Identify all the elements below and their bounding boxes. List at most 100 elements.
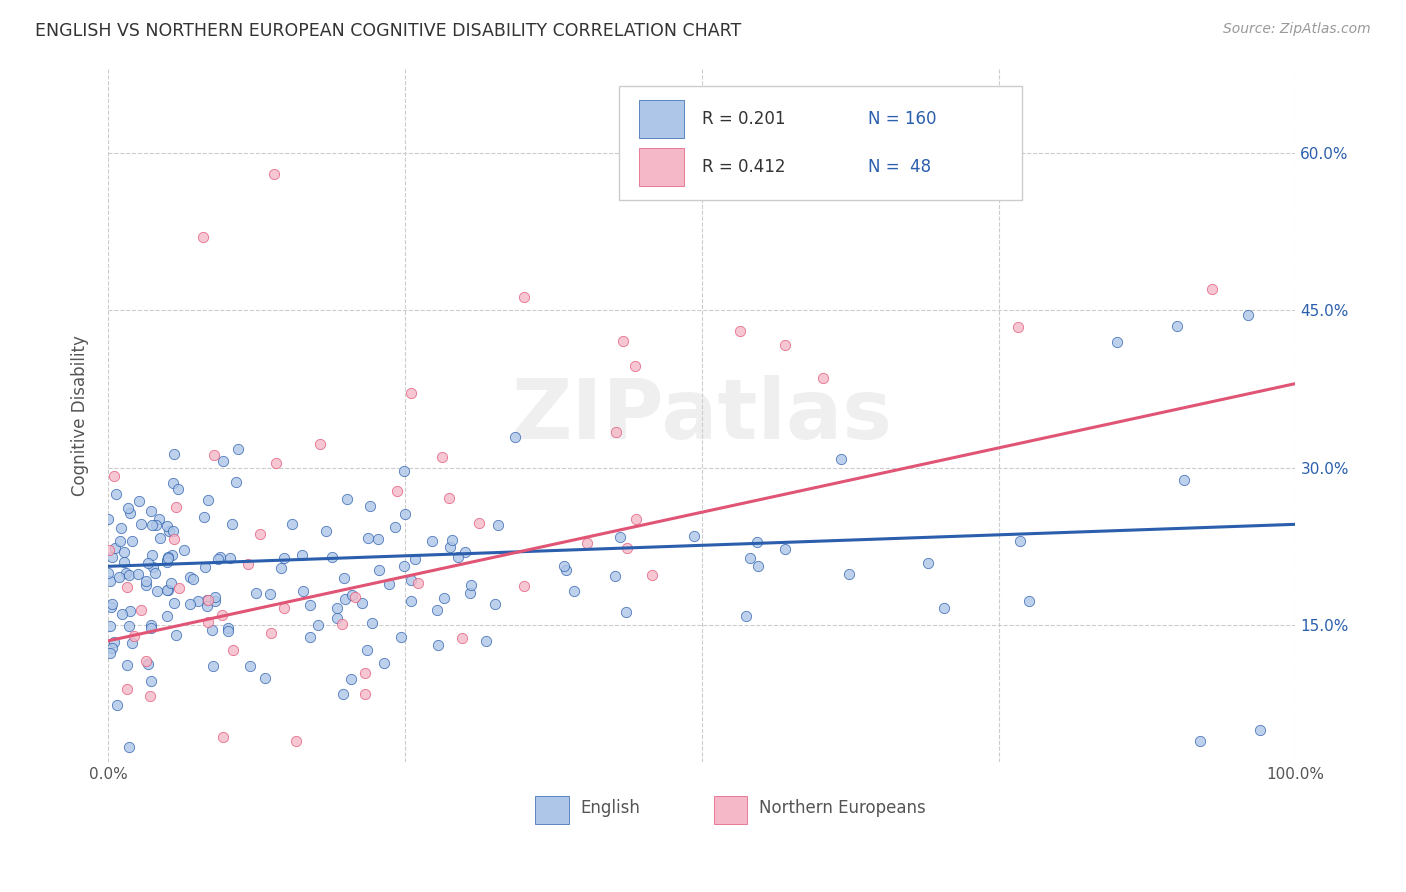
- Point: [553, 559, 575, 574]
- Point: [136, 556, 159, 570]
- Point: [141, 504, 163, 518]
- Point: [460, 578, 482, 592]
- Point: [399, 574, 422, 588]
- Point: [263, 167, 285, 181]
- Point: [141, 621, 163, 635]
- Point: [107, 570, 129, 584]
- Point: [117, 658, 139, 673]
- Point: [139, 689, 162, 703]
- Point: [738, 551, 761, 566]
- Point: [138, 657, 160, 671]
- Point: [128, 494, 150, 508]
- Point: [226, 442, 249, 456]
- Point: [273, 600, 295, 615]
- Point: [209, 549, 232, 564]
- Point: [112, 555, 135, 569]
- Point: [98, 542, 121, 557]
- Point: [458, 586, 481, 600]
- Point: [162, 548, 184, 562]
- Point: [406, 576, 429, 591]
- Point: [103, 635, 125, 649]
- Point: [350, 596, 373, 610]
- Point: [399, 386, 422, 401]
- Point: [162, 524, 184, 538]
- Point: [616, 541, 638, 556]
- Text: R = 0.201: R = 0.201: [702, 111, 785, 128]
- Point: [100, 549, 122, 564]
- Point: [135, 577, 157, 591]
- Point: [745, 534, 768, 549]
- Point: [117, 500, 139, 515]
- Point: [156, 550, 179, 565]
- Point: [197, 492, 219, 507]
- Point: [830, 452, 852, 467]
- Point: [135, 574, 157, 588]
- Point: [730, 324, 752, 338]
- Point: [385, 484, 408, 499]
- Point: [682, 529, 704, 543]
- Point: [202, 448, 225, 462]
- Point: [142, 559, 165, 574]
- Point: [145, 518, 167, 533]
- Point: [163, 596, 186, 610]
- Point: [211, 608, 233, 623]
- Text: Source: ZipAtlas.com: Source: ZipAtlas.com: [1223, 22, 1371, 37]
- Bar: [714, 797, 747, 824]
- Point: [335, 591, 357, 606]
- Point: [115, 681, 138, 696]
- Point: [155, 609, 177, 624]
- Point: [222, 643, 245, 657]
- Point: [335, 492, 357, 507]
- Point: [155, 583, 177, 598]
- Point: [392, 464, 415, 478]
- Point: [129, 516, 152, 531]
- Point: [105, 698, 128, 712]
- Point: [141, 548, 163, 562]
- Point: [330, 616, 353, 631]
- Point: [266, 456, 288, 470]
- Point: [359, 500, 381, 514]
- Point: [259, 587, 281, 601]
- Point: [747, 558, 769, 573]
- Point: [135, 654, 157, 668]
- Point: [195, 592, 218, 607]
- Text: English: English: [581, 799, 641, 817]
- Point: [340, 672, 363, 686]
- Point: [404, 551, 426, 566]
- Point: [357, 531, 380, 545]
- Point: [1201, 282, 1223, 296]
- Bar: [638, 100, 683, 138]
- Point: [1173, 473, 1195, 487]
- Point: [141, 517, 163, 532]
- Point: [162, 475, 184, 490]
- Point: [163, 532, 186, 546]
- Point: [219, 551, 242, 566]
- Text: ENGLISH VS NORTHERN EUROPEAN COGNITIVE DISABILITY CORRELATION CHART: ENGLISH VS NORTHERN EUROPEAN COGNITIVE D…: [35, 22, 741, 40]
- Point: [420, 534, 443, 549]
- Point: [120, 604, 142, 618]
- Point: [157, 524, 180, 538]
- Point: [167, 581, 190, 595]
- Point: [437, 491, 460, 505]
- Point: [512, 579, 534, 593]
- Point: [326, 600, 349, 615]
- Point: [562, 583, 585, 598]
- Point: [326, 611, 349, 625]
- Point: [204, 594, 226, 608]
- Point: [193, 509, 215, 524]
- Point: [309, 436, 332, 450]
- Point: [163, 447, 186, 461]
- Point: [156, 518, 179, 533]
- Point: [121, 636, 143, 650]
- Point: [454, 545, 477, 559]
- Point: [118, 507, 141, 521]
- Point: [614, 606, 637, 620]
- Point: [124, 629, 146, 643]
- Point: [197, 615, 219, 629]
- Point: [110, 521, 132, 535]
- Point: [115, 566, 138, 580]
- Point: [179, 569, 201, 583]
- Point: [273, 550, 295, 565]
- Point: [315, 524, 337, 538]
- Point: [284, 733, 307, 747]
